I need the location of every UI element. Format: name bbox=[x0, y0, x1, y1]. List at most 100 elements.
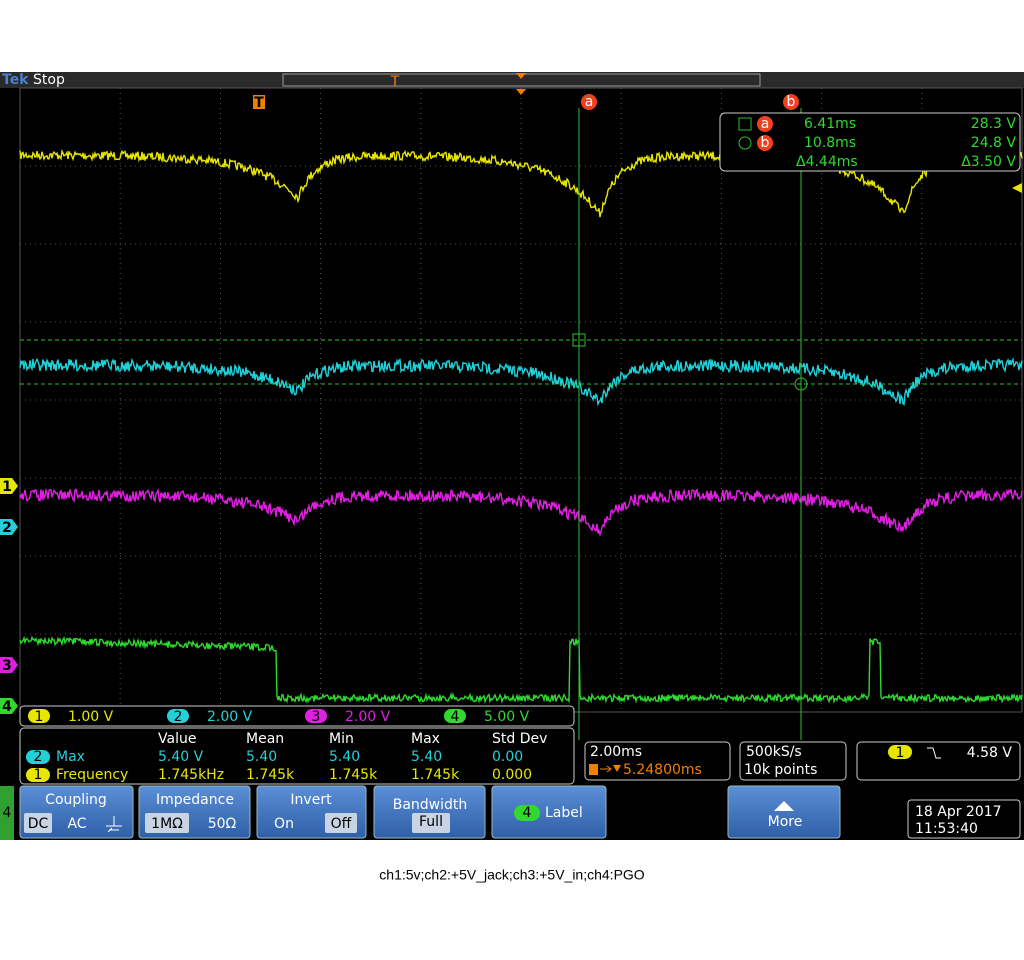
channel-marker: 3 bbox=[2, 658, 12, 674]
measurement-value: 5.40 V bbox=[158, 749, 204, 765]
channel-scale: 2.00 V bbox=[207, 709, 253, 725]
menu-option: 1MΩ bbox=[151, 816, 183, 832]
position-icon bbox=[589, 764, 598, 775]
readout-time: 10.8ms bbox=[804, 135, 856, 151]
selected-option bbox=[24, 813, 52, 833]
horizontal-box bbox=[584, 741, 731, 781]
channel-scale: 1.00 V bbox=[68, 709, 114, 725]
position-down bbox=[613, 765, 621, 772]
acquisition-box bbox=[739, 741, 847, 781]
ch1-trace bbox=[19, 148, 1023, 218]
channel-number: 1 bbox=[35, 709, 44, 725]
more-arrow bbox=[774, 801, 794, 811]
measurement-value: 1.745k bbox=[246, 767, 295, 783]
cursor-b-point bbox=[794, 377, 808, 391]
measurement-value: 1.745k bbox=[329, 767, 378, 783]
label-button[interactable] bbox=[491, 785, 607, 839]
channel-number: 4 bbox=[451, 709, 460, 725]
measurement-value: 1.745k bbox=[411, 767, 460, 783]
datetime-box bbox=[907, 799, 1021, 839]
measurement-value: 5.40 bbox=[246, 749, 277, 765]
trigger-position bbox=[516, 73, 526, 79]
trigger-channel: 1 bbox=[896, 745, 905, 761]
more-button[interactable] bbox=[727, 785, 841, 839]
channel-marker-bg bbox=[0, 657, 18, 673]
measurement-name: Frequency bbox=[56, 767, 128, 783]
channel-marker-bg bbox=[0, 698, 18, 714]
measurement-name: Max bbox=[56, 749, 85, 765]
status: Stop bbox=[33, 72, 65, 88]
menu-title: Label bbox=[545, 805, 583, 821]
menu-option: Full bbox=[419, 814, 443, 830]
cursor-a-marker: a bbox=[585, 94, 594, 110]
channel-number: 1 bbox=[34, 767, 43, 783]
measurement-header: Std Dev bbox=[492, 731, 547, 747]
side-tab bbox=[0, 786, 14, 840]
channel-badge bbox=[514, 805, 540, 821]
label-channel: 4 bbox=[523, 805, 532, 821]
graticule bbox=[20, 88, 1022, 712]
readout-time: Δ4.44ms bbox=[796, 154, 858, 170]
cursor-a-badge bbox=[581, 94, 597, 110]
menu-title: Impedance bbox=[156, 792, 234, 808]
channel-marker: 4 bbox=[2, 699, 12, 715]
channel-marker: 1 bbox=[2, 479, 12, 495]
waveforms bbox=[19, 148, 1023, 705]
side-tab-label: 4 bbox=[3, 805, 12, 821]
trigger-level bbox=[1012, 183, 1022, 193]
menu-option: On bbox=[274, 816, 294, 832]
ui: Tek Stop TT a ba 6.41ms 28.3 Vb 10.8ms 24.8 VΔ4.… bbox=[0, 72, 1022, 883]
readout-time: 6.41ms bbox=[804, 116, 856, 132]
channel-number: 2 bbox=[34, 749, 43, 765]
record-length: 10k points bbox=[744, 762, 817, 778]
measurement-header: Value bbox=[158, 731, 196, 747]
readout-value: Δ3.50 V bbox=[961, 154, 1016, 170]
measurement-value: 5.40 bbox=[411, 749, 442, 765]
menu-option: Off bbox=[331, 816, 352, 832]
measurement-header: Min bbox=[329, 731, 354, 747]
readout-label: b bbox=[761, 135, 770, 151]
channel-number: 3 bbox=[312, 709, 321, 725]
menu-option: DC bbox=[28, 816, 49, 832]
horizontal-scale: 2.00ms bbox=[590, 744, 642, 760]
menu-title: Bandwidth bbox=[393, 797, 468, 813]
ch4-trace bbox=[19, 635, 1023, 705]
measurement-value: 0.00 bbox=[492, 749, 523, 765]
horizontal-position: 5.24800ms bbox=[623, 762, 702, 778]
menu-title: Coupling bbox=[45, 792, 107, 808]
cursor-a-point bbox=[572, 333, 586, 347]
channel-marker: 2 bbox=[2, 520, 12, 536]
brand: Tek bbox=[2, 72, 29, 88]
selected-option bbox=[145, 813, 189, 833]
ch2-trace bbox=[19, 357, 1023, 407]
record-trigger: T bbox=[390, 74, 400, 90]
ground-symbol bbox=[106, 816, 122, 833]
measurement-value: 1.745kHz bbox=[158, 767, 224, 783]
readout-b-icon bbox=[738, 136, 752, 150]
measurement-value: 0.000 bbox=[492, 767, 532, 783]
date: 18 Apr 2017 bbox=[915, 804, 1002, 820]
trigger-marker: T bbox=[254, 95, 264, 111]
channel-badge bbox=[167, 709, 189, 723]
menu-option: AC bbox=[67, 816, 86, 832]
position-arrow bbox=[600, 765, 612, 773]
measurement-header: Max bbox=[411, 731, 440, 747]
bandwidth-button[interactable] bbox=[373, 785, 486, 839]
menu-title: More bbox=[768, 814, 803, 830]
channel-marker-bg bbox=[0, 478, 18, 494]
channel-number: 2 bbox=[174, 709, 183, 725]
selected-option bbox=[412, 813, 450, 833]
readout-badge bbox=[757, 135, 773, 151]
selected-option bbox=[325, 813, 357, 833]
readout-label: a bbox=[761, 116, 770, 132]
readout-badge bbox=[757, 116, 773, 132]
channel-badge bbox=[888, 745, 912, 759]
trigger-position-screen bbox=[516, 89, 526, 95]
cursor-b-marker: b bbox=[787, 94, 796, 110]
caption: ch1:5v;ch2:+5V_jack;ch3:+5V_in;ch4:PGO bbox=[379, 867, 644, 883]
channel-badge bbox=[305, 709, 327, 723]
channel-badge bbox=[28, 709, 50, 723]
channel-scale: 2.00 V bbox=[345, 709, 391, 725]
channel-badge bbox=[444, 709, 466, 723]
